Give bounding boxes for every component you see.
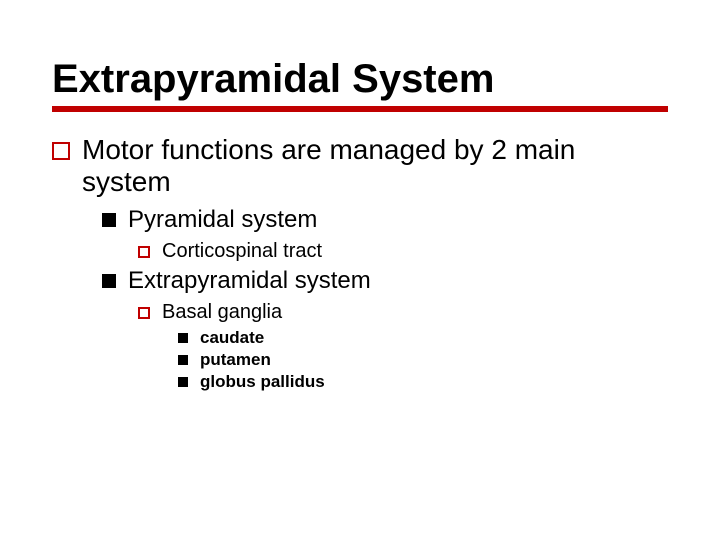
filled-square-icon [102, 213, 116, 227]
list-item: Motor functions are managed by 2 main sy… [52, 134, 668, 198]
filled-square-icon [102, 274, 116, 288]
filled-square-icon [178, 333, 188, 343]
slide-title: Extrapyramidal System [52, 58, 668, 100]
filled-square-icon [178, 377, 188, 387]
list-item: caudate [178, 328, 668, 348]
list-item-text: Extrapyramidal system [128, 267, 668, 295]
list-item: Pyramidal system [102, 206, 668, 234]
hollow-square-icon [138, 246, 150, 258]
list-item-text: globus pallidus [200, 372, 668, 392]
list-item-text: Pyramidal system [128, 206, 668, 234]
list-item-text: Basal ganglia [162, 301, 668, 324]
list-item-text: putamen [200, 350, 668, 370]
list-item: Extrapyramidal system [102, 267, 668, 295]
list-item: Corticospinal tract [138, 240, 668, 263]
filled-square-icon [178, 355, 188, 365]
list-item-text: Motor functions are managed by 2 main sy… [82, 134, 668, 198]
list-item-text: caudate [200, 328, 668, 348]
hollow-square-icon [138, 307, 150, 319]
slide-content: Motor functions are managed by 2 main sy… [52, 134, 668, 392]
slide: Extrapyramidal System Motor functions ar… [0, 0, 720, 540]
list-item: globus pallidus [178, 372, 668, 392]
list-item: putamen [178, 350, 668, 370]
title-underline [52, 106, 668, 112]
list-item: Basal ganglia [138, 301, 668, 324]
hollow-square-icon [52, 142, 70, 160]
list-item-text: Corticospinal tract [162, 240, 668, 263]
